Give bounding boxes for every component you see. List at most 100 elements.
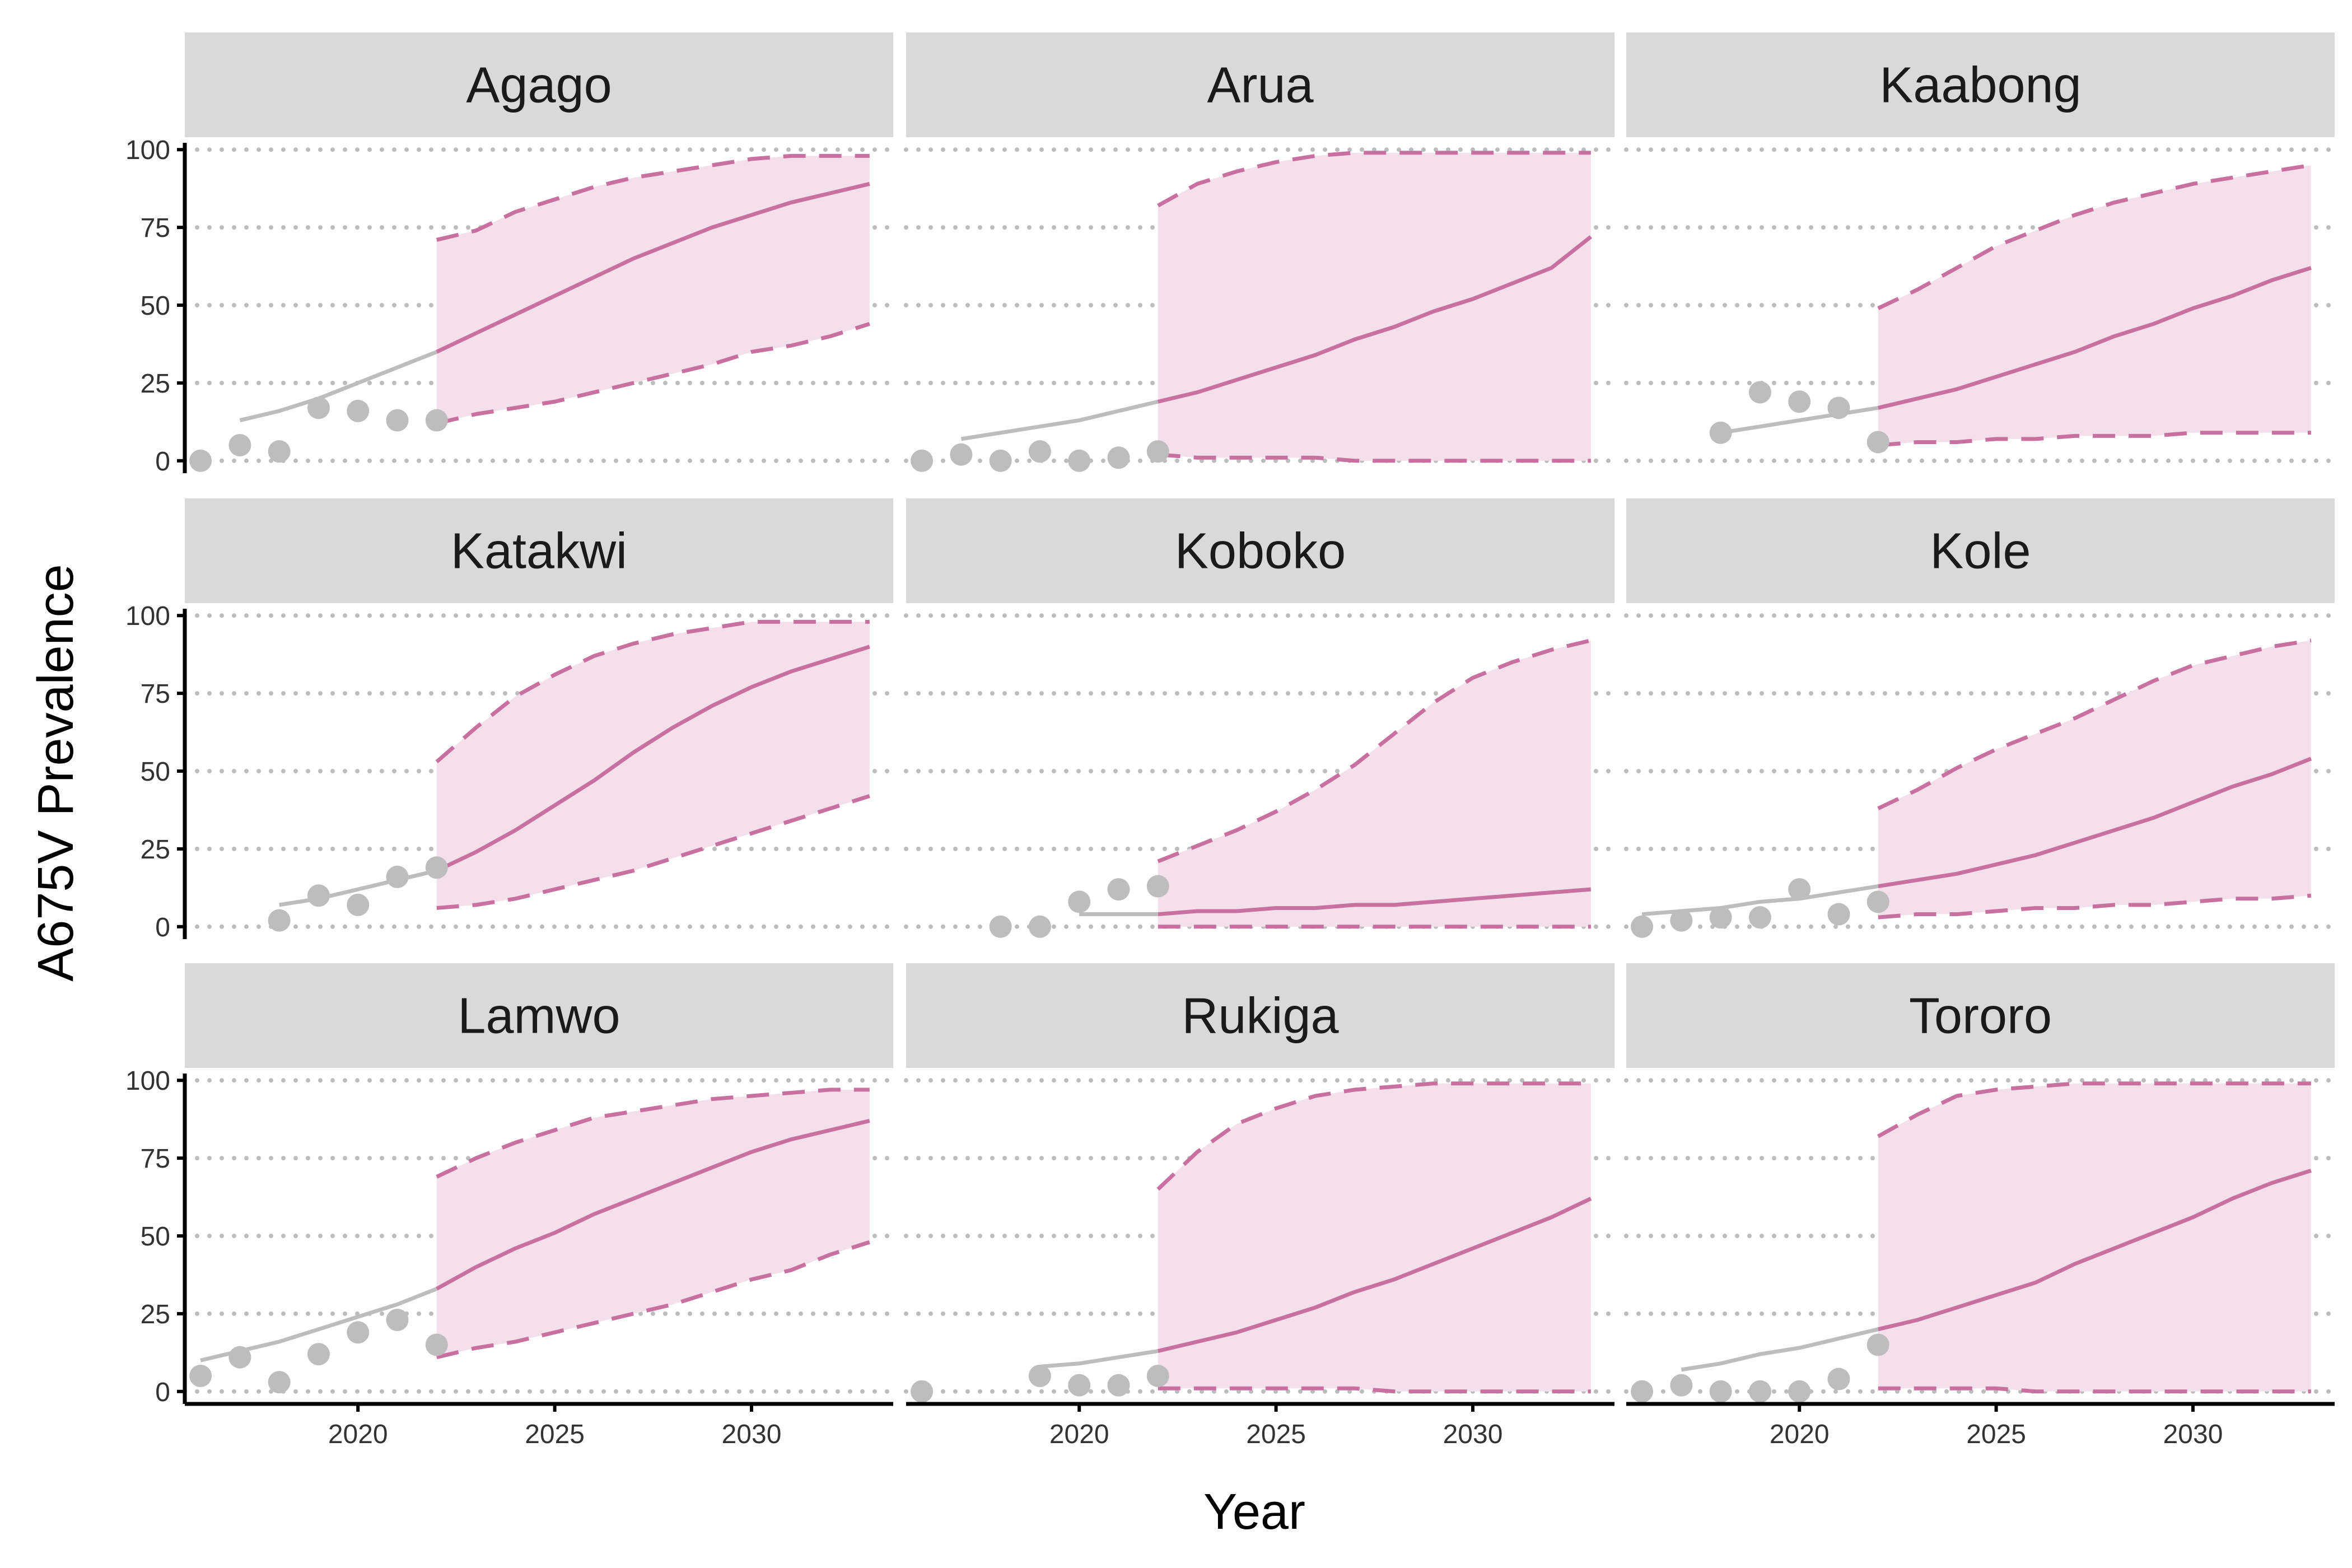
x-tick-label: 2030 [2163,1420,2223,1449]
panel-katakwi: Katakwi 0 25 50 75 100 [125,498,895,942]
projection-upper-bound [436,153,870,242]
observed-point [307,396,330,419]
observed-point [1709,1380,1732,1403]
observed-point [268,1371,291,1394]
observed-point [1028,915,1051,938]
model-fit-line [1720,405,1879,435]
observed-point [1028,1365,1051,1387]
y-tick-label: 0 [155,913,170,942]
strip-background [185,32,893,137]
observed-point [268,909,291,932]
projection-lower-bound [1158,1386,1591,1394]
projection-interval-band [1878,640,2311,918]
strip-background [906,32,1614,137]
strip-label: Arua [1207,58,1314,114]
y-tick-label: 50 [141,291,170,321]
observed-point [228,1346,251,1369]
observed-point [1827,396,1850,419]
observed-point [1866,1333,1889,1356]
projection-median-line [436,181,870,354]
panel-agago: Agago 0 25 50 75 100 [125,32,895,477]
observed-point [1748,381,1771,404]
observed-point [425,856,448,879]
projection-lower-bound [1878,893,2312,920]
strip-label: Katakwi [451,524,627,580]
observed-point [1788,1380,1811,1403]
projection-interval-band [1158,1083,1591,1392]
observed-point [386,1309,409,1331]
x-tick-label: 2020 [1770,1420,1830,1449]
panel-rukiga: Rukiga 2020 2025 2030 [904,963,1617,1449]
observed-point [1748,906,1771,929]
projection-median-line [1157,235,1593,404]
panel-kole: Kole [1624,498,2337,938]
observed-point [950,443,973,466]
strip-label: Lamwo [458,988,620,1044]
observed-point [1709,906,1732,929]
observed-point [989,449,1012,472]
x-tick-label: 2020 [1049,1420,1109,1449]
model-fit-line [1039,1349,1159,1369]
y-tick-label: 75 [141,213,170,243]
observed-point [1107,878,1130,901]
observed-point [1028,440,1051,463]
observed-point [1788,878,1811,901]
projection-lower-bound [436,1240,870,1360]
x-tick-label: 2025 [1966,1420,2026,1449]
strip-label: Kole [1930,524,2031,580]
observed-point [347,893,370,916]
observed-point [1107,446,1130,469]
y-tick-label: 100 [125,1066,170,1096]
observed-point [1866,890,1889,913]
observed-point [1670,1374,1693,1397]
observed-point [1748,1380,1771,1403]
strip-label: Agago [466,58,612,114]
projection-upper-bound [1157,638,1592,864]
strip-background [185,498,893,603]
observed-point [386,409,409,432]
model-fit-line [1681,1327,1879,1372]
observed-point [425,1333,448,1356]
observed-point [189,449,212,472]
y-tick-label: 25 [141,835,170,865]
observed-point [1068,890,1091,913]
projection-upper-bound [1877,638,2312,810]
x-tick-label: 2030 [1443,1420,1503,1449]
y-tick-label: 50 [141,757,170,787]
observed-point [911,449,934,472]
projection-interval-band [436,1089,870,1357]
observed-point [347,399,370,422]
observed-point [1709,421,1732,444]
observed-point [347,1321,370,1344]
y-tick-label: 25 [141,1300,170,1329]
strip-background [906,498,1614,603]
strip-background [1626,32,2335,137]
strip-label: Tororo [1909,988,2052,1044]
observed-point [268,440,291,463]
y-tick-label: 100 [125,136,170,165]
observed-point [1827,1368,1850,1390]
y-tick-label: 0 [155,447,170,477]
strip-label: Koboko [1175,524,1346,580]
panel-kaabong: Kaabong [1624,32,2337,463]
projection-upper-bound [1877,163,2312,310]
x-tick-label: 2030 [722,1420,782,1449]
observed-point [386,865,409,888]
projection-interval-band [1158,152,1591,461]
projection-lower-bound [1878,1386,2311,1394]
y-tick-label: 25 [141,369,170,399]
y-axis-title: A675V Prevalence [28,564,84,982]
x-tick-label: 2025 [525,1420,585,1449]
model-fit-line [239,350,438,422]
observed-point [1866,431,1889,454]
panel-lamwo: Lamwo 0 25 50 75 100 2020 2025 2030 [125,963,895,1449]
strip-background [906,963,1614,1068]
observed-point [1107,1374,1130,1397]
projection-lower-bound [1158,452,1591,463]
y-tick-label: 100 [125,601,170,631]
projection-interval-band [1878,1083,2311,1392]
projection-median-line [1157,1197,1592,1353]
model-fit-line [960,399,1159,441]
observed-point [1788,390,1811,413]
